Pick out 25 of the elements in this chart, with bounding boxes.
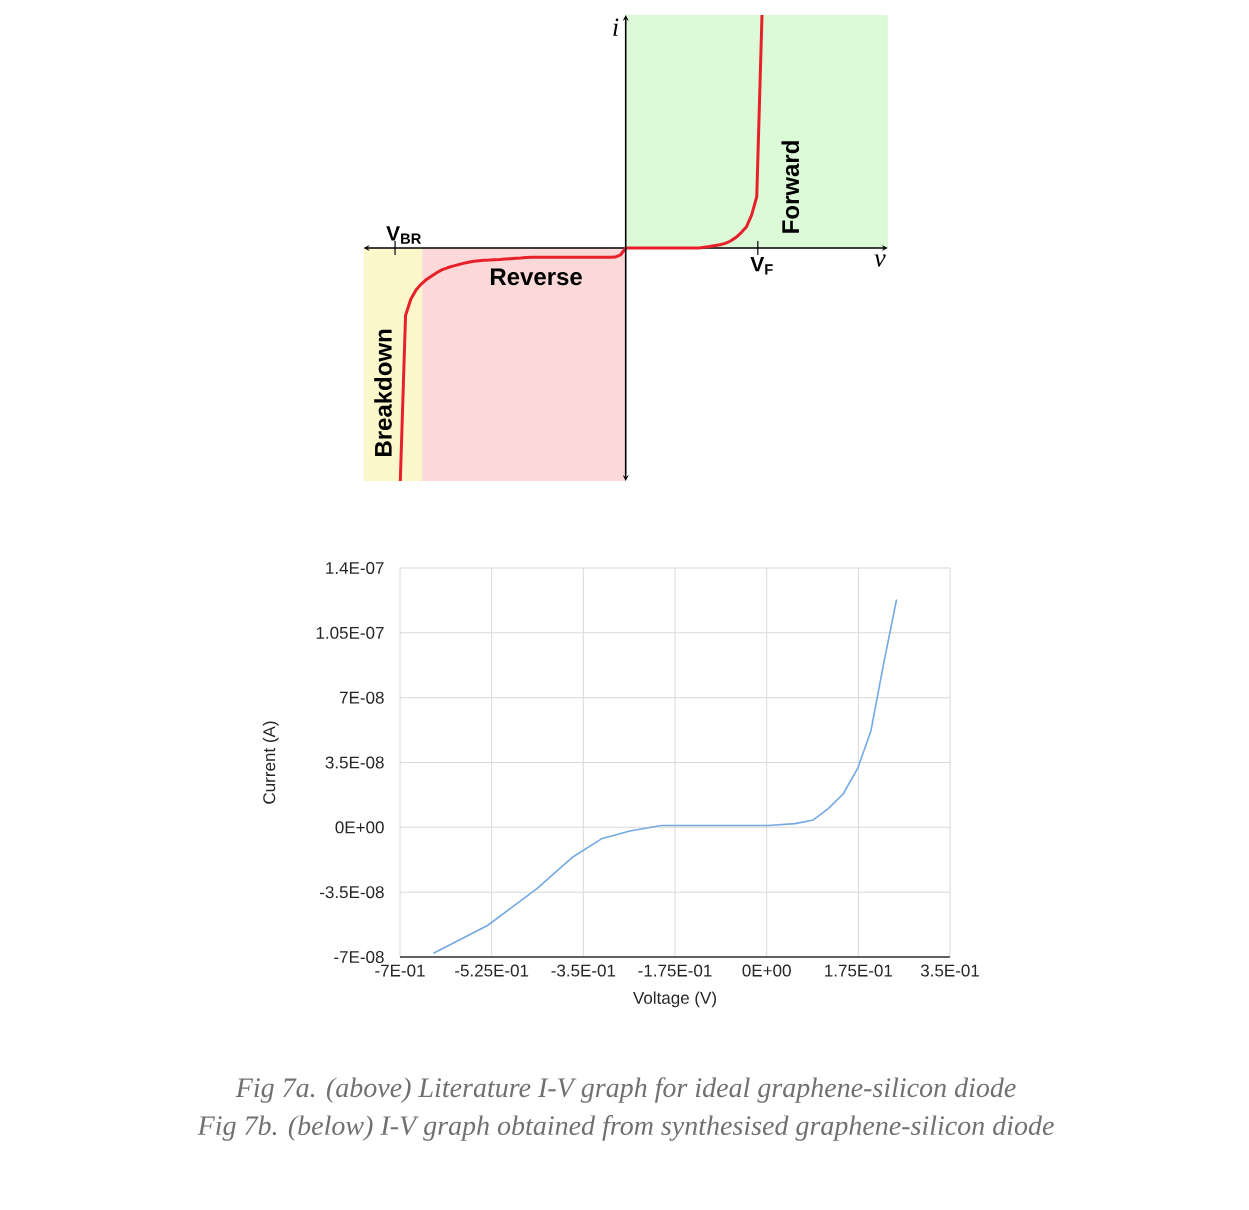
x-tick-label: -5.25E-01 (455, 964, 529, 977)
x-axis-title: Voltage (V) (633, 991, 716, 1008)
y-tick-label: 3.5E-08 (325, 756, 384, 769)
x-tick-label: 3.5E-01 (920, 964, 979, 977)
y-tick-label: 7E-08 (339, 691, 384, 704)
x-tick-label: -3.5E-01 (551, 964, 616, 977)
y-tick-label: 1.05E-07 (316, 626, 384, 639)
annotation: V$_{F}$ (750, 256, 773, 275)
x-tick-label: 0E+00 (742, 964, 791, 977)
x-axis-title: v (874, 254, 886, 267)
x-tick-label: -1.75E-01 (638, 964, 712, 977)
annotation: V$_{BR}$ (386, 226, 422, 244)
x-tick-label: 1.75E-01 (825, 964, 892, 977)
x-tick-label: -7E-01 (375, 964, 425, 977)
y-tick-label: 0E+00 (335, 821, 384, 834)
caption: Fig 7b. (below) I-V graph obtained from synthesised graphene-silicon diode (197, 1115, 1054, 1141)
y-tick-label: -7E-08 (334, 950, 384, 964)
caption: Fig 7a. (above) Literature I-V graph for ideal graphene-silicon diode (235, 1077, 1016, 1103)
annotation: Reverse (490, 268, 582, 286)
y-axis-title: Current (A) (262, 721, 279, 804)
y-tick-label: 1.4E-07 (326, 561, 384, 575)
y-axis-title: i (613, 18, 619, 36)
annotation: Forward (781, 141, 800, 233)
y-tick-label: -3.5E-08 (320, 886, 384, 899)
annotation: Breakdown (374, 329, 392, 456)
